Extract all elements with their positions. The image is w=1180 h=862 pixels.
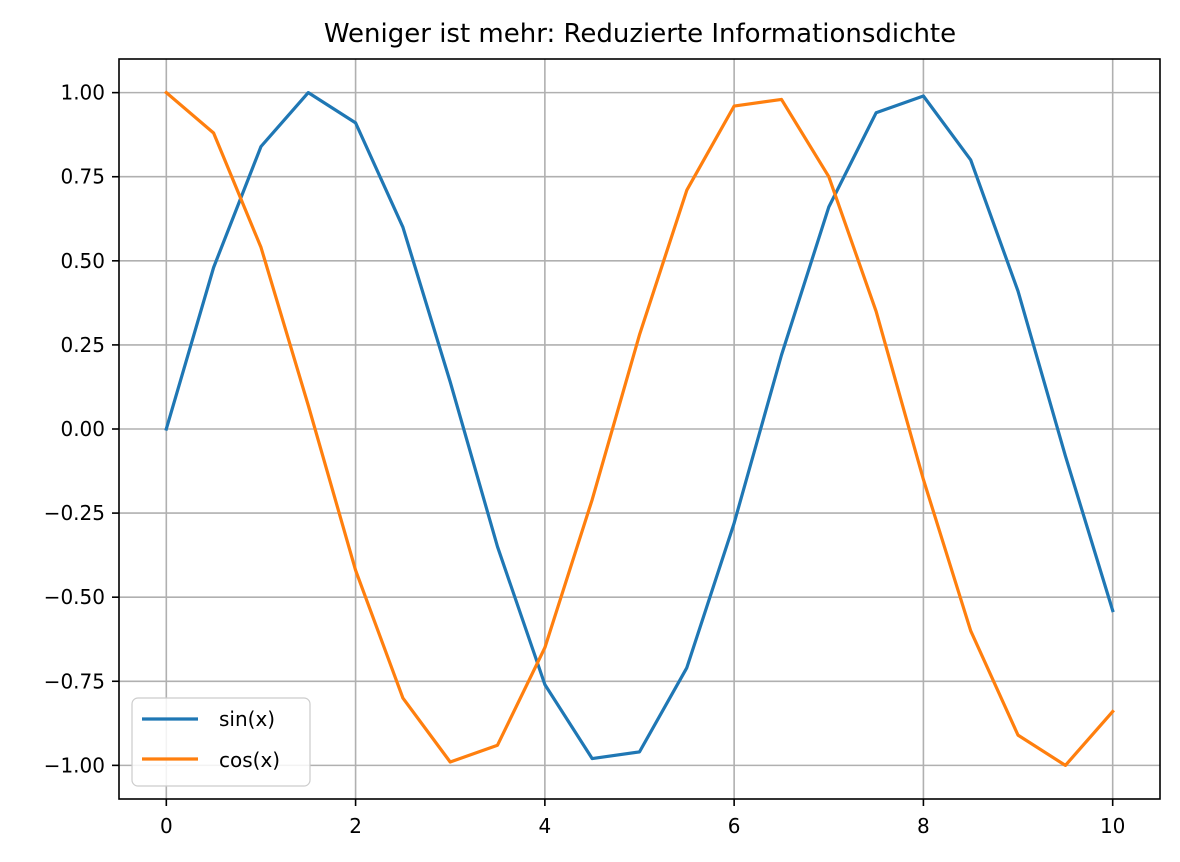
y-tick-label: −1.00 bbox=[44, 753, 105, 777]
x-tick-label: 4 bbox=[538, 814, 551, 838]
y-tick-label: −0.25 bbox=[44, 501, 105, 525]
x-tick-label: 2 bbox=[349, 814, 362, 838]
x-tick-label: 10 bbox=[1100, 814, 1125, 838]
y-tick-label: −0.50 bbox=[44, 585, 105, 609]
y-tick-label: 0.75 bbox=[60, 165, 105, 189]
series-group bbox=[164, 90, 1115, 768]
y-tick-label: −0.75 bbox=[44, 669, 105, 693]
legend-label-cos: cos(x) bbox=[219, 748, 280, 772]
y-tick-label: 0.50 bbox=[60, 249, 105, 273]
x-tick-label: 8 bbox=[917, 814, 930, 838]
y-tick-label: 1.00 bbox=[60, 81, 105, 105]
legend-label-sin: sin(x) bbox=[219, 707, 275, 731]
y-tick-label: 0.25 bbox=[60, 333, 105, 357]
chart-title: Weniger ist mehr: Reduzierte Information… bbox=[324, 19, 956, 49]
series-line-0 bbox=[164, 90, 1115, 761]
series-line-1 bbox=[164, 90, 1115, 768]
grid bbox=[119, 59, 1160, 799]
x-tick-label: 0 bbox=[160, 814, 173, 838]
y-tick-label: 0.00 bbox=[60, 417, 105, 441]
axis-ticks: 0 2 4 6 8 10 1.00 0.75 0.50 0.25 0.00 −0.25 −0.50 −0.… bbox=[44, 81, 1126, 838]
legend: sin(x) cos(x) bbox=[131, 697, 311, 787]
x-tick-label: 6 bbox=[728, 814, 741, 838]
